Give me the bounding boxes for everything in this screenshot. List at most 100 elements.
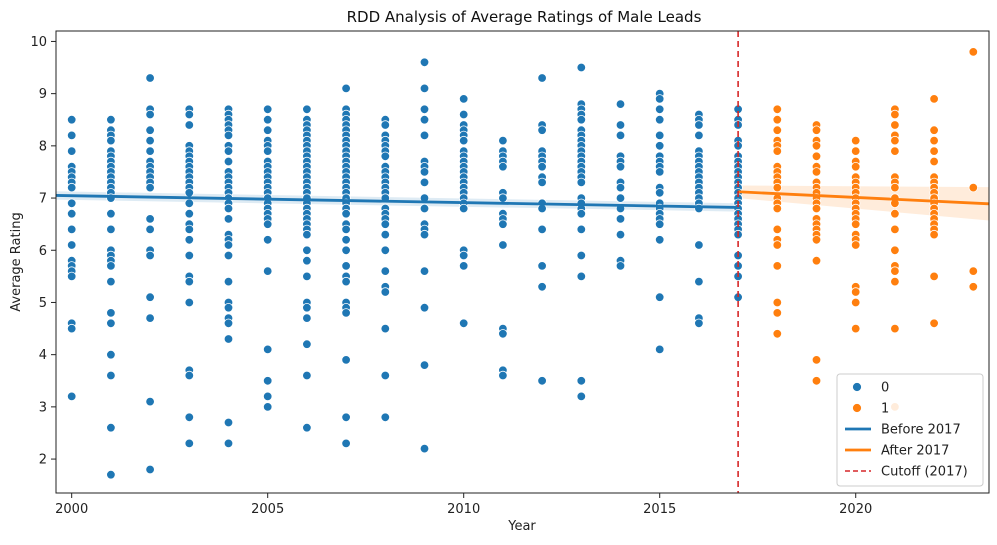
data-point xyxy=(851,323,861,334)
data-point xyxy=(929,229,939,240)
data-point xyxy=(615,99,626,109)
data-point xyxy=(655,130,665,141)
data-point xyxy=(106,350,116,360)
data-point xyxy=(419,303,430,313)
data-point xyxy=(184,276,195,287)
data-point xyxy=(184,198,195,209)
data-point xyxy=(184,250,195,261)
data-point xyxy=(145,182,155,193)
data-point xyxy=(419,266,430,276)
data-point xyxy=(302,245,312,256)
data-point xyxy=(184,438,195,449)
data-point xyxy=(694,276,704,287)
data-point xyxy=(223,156,234,167)
data-point xyxy=(145,292,155,302)
data-point xyxy=(459,94,469,104)
data-point xyxy=(263,104,273,115)
x-tick-label: 2020 xyxy=(839,502,872,517)
data-point xyxy=(655,188,665,198)
data-point xyxy=(890,245,900,256)
data-point xyxy=(811,235,822,245)
data-point xyxy=(968,182,979,193)
legend-box xyxy=(836,373,984,487)
y-tick-label: 9 xyxy=(39,87,47,102)
data-point xyxy=(772,203,783,214)
data-point xyxy=(419,229,430,240)
data-point xyxy=(811,256,822,266)
y-tick-label: 10 xyxy=(30,35,47,50)
chart-title: RDD Analysis of Average Ratings of Male … xyxy=(347,8,702,26)
data-point xyxy=(184,208,195,219)
data-point xyxy=(302,423,312,433)
data-point xyxy=(459,109,469,120)
data-point xyxy=(263,344,273,355)
data-point xyxy=(615,229,626,240)
data-point xyxy=(615,261,626,271)
data-point xyxy=(223,417,234,428)
data-point xyxy=(811,203,822,214)
data-point xyxy=(145,396,155,407)
data-point xyxy=(929,271,939,282)
data-point xyxy=(576,250,587,261)
data-point xyxy=(772,114,783,125)
data-point xyxy=(145,224,155,235)
fit-line-1 xyxy=(738,190,990,206)
data-point xyxy=(890,146,900,156)
legend-label: After 2017 xyxy=(881,444,949,459)
data-point xyxy=(419,57,430,68)
data-point xyxy=(106,114,116,125)
data-point xyxy=(341,355,351,365)
x-tick-label: 2005 xyxy=(251,502,284,517)
data-point xyxy=(145,135,155,146)
data-point xyxy=(655,344,665,355)
data-point xyxy=(184,109,195,120)
data-point xyxy=(498,240,508,250)
data-point xyxy=(380,120,391,130)
data-point xyxy=(66,198,77,209)
data-point xyxy=(66,146,77,156)
data-point xyxy=(615,130,626,141)
data-point xyxy=(341,276,351,287)
data-point xyxy=(655,292,665,302)
data-point xyxy=(223,334,234,344)
data-point xyxy=(851,240,861,250)
data-point xyxy=(498,329,508,339)
data-point xyxy=(380,412,391,423)
data-point xyxy=(968,266,979,276)
data-point xyxy=(655,219,665,229)
data-point xyxy=(66,224,77,235)
data-point xyxy=(263,391,273,402)
data-point xyxy=(184,224,195,235)
data-point xyxy=(380,323,391,334)
data-point xyxy=(772,125,783,135)
data-point xyxy=(772,146,783,156)
data-point xyxy=(498,219,508,229)
data-point xyxy=(615,120,626,130)
data-point xyxy=(851,161,861,172)
data-point xyxy=(106,370,116,381)
data-point xyxy=(772,308,783,318)
y-tick-label: 8 xyxy=(39,139,47,154)
data-point xyxy=(537,125,547,135)
data-point xyxy=(419,203,430,214)
y-tick-label: 2 xyxy=(39,453,47,468)
x-tick-label: 2000 xyxy=(55,502,88,517)
data-point xyxy=(419,104,430,115)
data-point xyxy=(576,224,587,235)
x-axis: 2000 2005 2010 2015 2020 xyxy=(55,493,872,517)
data-point xyxy=(890,109,900,120)
data-point xyxy=(341,245,351,256)
data-point xyxy=(66,182,77,193)
data-point xyxy=(263,402,273,412)
data-point xyxy=(537,73,547,83)
data-point xyxy=(851,146,861,156)
legend-label: Before 2017 xyxy=(881,423,961,438)
data-point xyxy=(459,250,469,261)
data-point xyxy=(66,130,77,141)
data-point xyxy=(223,240,234,250)
data-point xyxy=(184,370,195,381)
plot-frame xyxy=(55,30,990,494)
data-point xyxy=(419,130,430,141)
data-point xyxy=(106,470,116,480)
data-point xyxy=(929,146,939,156)
